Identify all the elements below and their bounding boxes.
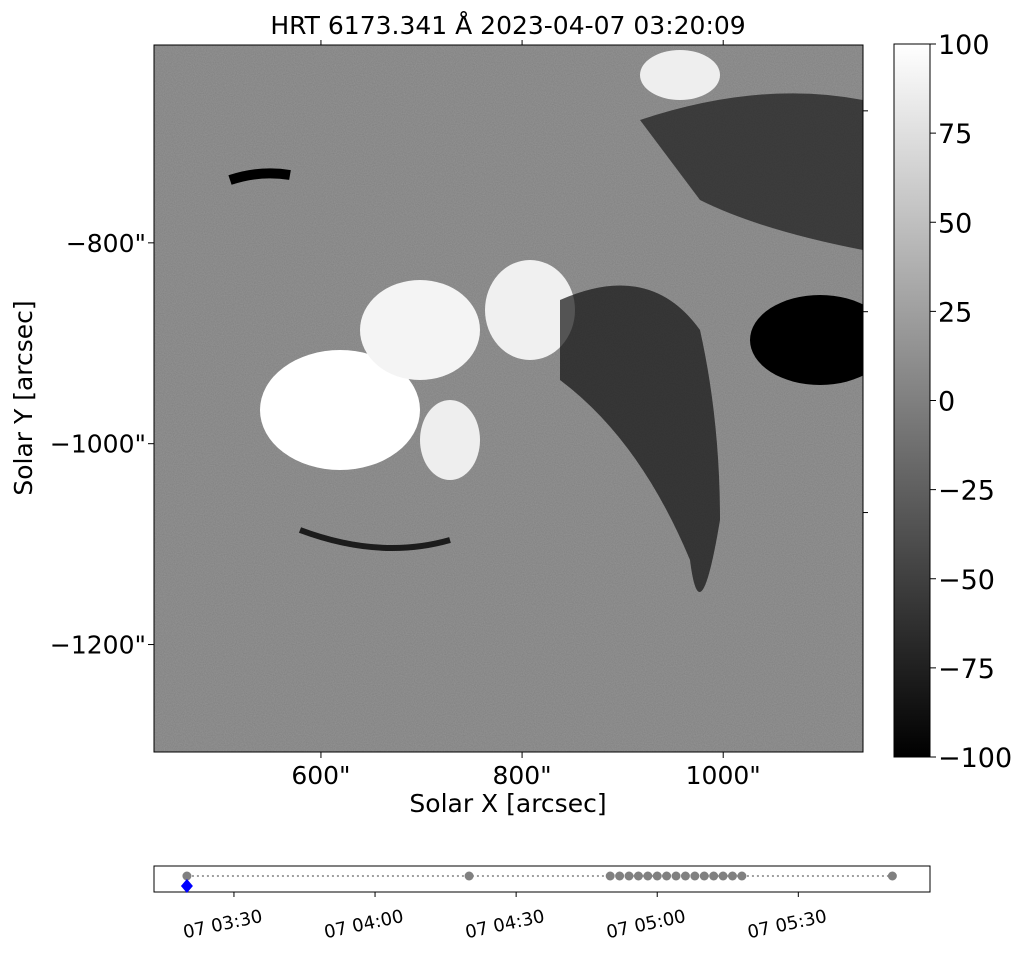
colorbar-tick-label: −25 [938,476,995,507]
timeline-point [671,871,681,881]
colorbar-tick-label: 50 [938,208,972,239]
timeline-point [718,871,728,881]
timeline-point [643,871,653,881]
timeline-point [652,871,662,881]
y-tick-label: −1200" [50,631,146,660]
timeline-point [662,871,672,881]
timeline-point [624,871,634,881]
timeline-point [709,871,719,881]
timeline-point [680,871,690,881]
timeline-point [182,871,192,881]
colorbar [893,43,931,758]
timeline-point [605,871,615,881]
y-tick-label: −800" [66,229,146,258]
timeline-tick-label: 07 04:30 [463,906,546,943]
timeline-point [690,871,700,881]
colorbar-tick-label: 25 [938,297,972,328]
colorbar-tick-label: 100 [938,30,990,61]
timeline-point [727,871,737,881]
timeline-point [737,871,747,881]
current-frame-marker [180,879,193,893]
chart-title: HRT 6173.341 Å 2023-04-07 03:20:09 [270,11,745,40]
timeline-point [615,871,625,881]
x-axis-label: Solar X [arcsec] [409,789,606,818]
colorbar-tick-label: −75 [938,654,995,685]
timeline-frame [153,865,931,893]
colorbar-tick-label: 0 [938,387,955,418]
colorbar-tick-label: −50 [938,565,995,596]
y-tick-label: −1000" [50,430,146,459]
y-axis-label: Solar Y [arcsec] [9,300,38,495]
colorbar-tick-label: 75 [938,119,972,150]
timeline-tick-label: 07 05:00 [605,906,688,943]
x-tick-label: 800" [492,761,551,790]
x-tick-label: 1000" [686,761,761,790]
timeline-tick-label: 07 05:30 [746,906,829,943]
timeline-point [633,871,643,881]
magnetogram [154,45,863,752]
timeline-point [699,871,709,881]
timeline-point [464,871,474,881]
colorbar-tick-label: −100 [938,743,1012,774]
timeline-point [887,871,897,881]
timeline-tick-label: 07 04:00 [322,906,405,943]
timeline-tick-label: 07 03:30 [181,906,264,943]
x-tick-label: 600" [291,761,350,790]
